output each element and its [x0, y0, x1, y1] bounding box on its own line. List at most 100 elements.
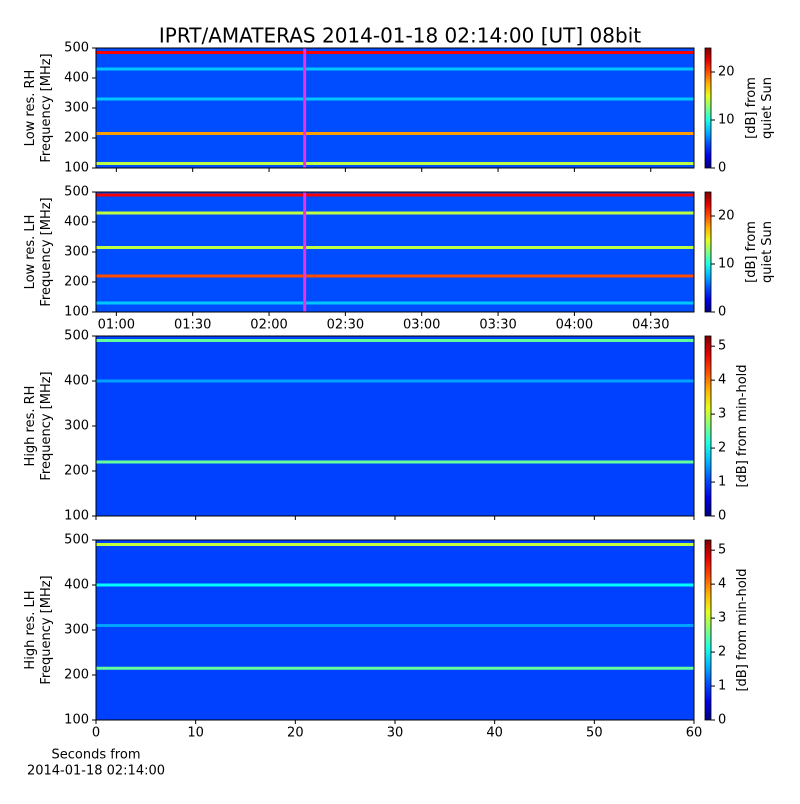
y-tick-label: 500 [64, 185, 89, 200]
heatmap-background [96, 336, 694, 516]
x-tick-label: 10 [187, 726, 204, 741]
heatmap-band [96, 67, 694, 71]
y-tick-label: 100 [64, 713, 89, 728]
colorbar-label: [dB] fromquiet Sun [744, 77, 775, 139]
x-tick-label: 02:30 [327, 318, 364, 333]
colorbar-label: [dB] from min-hold [735, 568, 750, 691]
x-axis-label: 2014-01-18 02:14:00 [27, 764, 165, 779]
colorbar-label-line: quiet Sun [760, 221, 775, 283]
heatmap-band [96, 583, 694, 587]
y-tick-label: 100 [64, 305, 89, 320]
colorbar [704, 191, 712, 313]
y-tick-label: 500 [64, 41, 89, 56]
y-tick-label: 500 [64, 329, 89, 344]
heatmap-band [96, 274, 694, 278]
heatmap-background [96, 48, 694, 168]
y-axis-label-line: High res. RH [23, 386, 38, 467]
heatmap-band [96, 162, 694, 165]
colorbar-tick-label: 4 [718, 373, 726, 388]
colorbar-label-line: quiet Sun [760, 77, 775, 139]
y-tick-label: 300 [64, 623, 89, 638]
x-tick-label: 04:00 [556, 318, 593, 333]
heatmap-band [96, 246, 694, 249]
y-axis-label: Low res. LHFrequency [MHz] [23, 197, 54, 306]
heatmap-band [96, 51, 694, 54]
y-tick-label: 400 [64, 71, 89, 86]
x-axis-label: Seconds from [51, 748, 140, 763]
x-tick-label: 04:30 [632, 318, 669, 333]
colorbar-tick-label: 5 [718, 339, 726, 354]
y-tick-label: 400 [64, 578, 89, 593]
y-axis-label-line: Low res. RH [23, 70, 38, 147]
x-tick-label: 02:00 [250, 318, 287, 333]
colorbar-tick-label: 20 [718, 209, 735, 224]
colorbar-tick-label: 3 [718, 611, 726, 626]
colorbar-tick-label: 0 [718, 161, 726, 176]
x-tick-label: 03:00 [403, 318, 440, 333]
x-tick-label: 01:30 [174, 318, 211, 333]
colorbar-tick-label: 1 [718, 475, 726, 490]
x-tick-label: 30 [387, 726, 404, 741]
y-axis-label: High res. LHFrequency [MHz] [23, 575, 54, 684]
colorbar-label-line: [dB] from [744, 221, 759, 283]
heatmap-band [96, 624, 694, 627]
colorbar [704, 539, 712, 721]
colorbar-tick-label: 0 [718, 713, 726, 728]
heatmap-background [96, 192, 694, 312]
x-tick-label: 50 [586, 726, 603, 741]
colorbar-tick-label: 4 [718, 577, 726, 592]
y-tick-label: 200 [64, 668, 89, 683]
colorbar-tick-label: 1 [718, 679, 726, 694]
y-tick-label: 300 [64, 419, 89, 434]
colorbar [704, 335, 712, 517]
heatmap-band [96, 666, 694, 670]
heatmap-band [96, 460, 694, 464]
y-tick-label: 100 [64, 161, 89, 176]
heatmap-background [96, 540, 694, 720]
colorbar-tick-label: 2 [718, 441, 726, 456]
y-tick-label: 400 [64, 215, 89, 230]
colorbar-tick-label: 0 [718, 509, 726, 524]
y-tick-label: 200 [64, 275, 89, 290]
y-tick-label: 200 [64, 464, 89, 479]
y-tick-label: 300 [64, 101, 89, 116]
y-axis-label-line: Frequency [MHz] [39, 53, 54, 162]
y-tick-label: 200 [64, 131, 89, 146]
x-tick-label: 0 [92, 726, 100, 741]
heatmap-band [96, 301, 694, 305]
x-tick-label: 60 [686, 726, 703, 741]
y-axis-label-line: Low res. LH [23, 215, 38, 290]
colorbar-tick-label: 10 [718, 113, 735, 128]
y-tick-label: 300 [64, 245, 89, 260]
heatmap-band [96, 132, 694, 135]
y-axis-label: Low res. RHFrequency [MHz] [23, 53, 54, 162]
colorbar-label: [dB] from min-hold [735, 364, 750, 487]
y-axis-label-line: High res. LH [23, 590, 38, 669]
y-axis-label: High res. RHFrequency [MHz] [23, 371, 54, 480]
colorbar-tick-label: 10 [718, 257, 735, 272]
heatmap-band [96, 379, 694, 383]
heatmap-band [96, 339, 694, 342]
heatmap-band [96, 97, 694, 101]
colorbar-label-line: [dB] from [744, 77, 759, 139]
y-axis-label-line: Frequency [MHz] [39, 371, 54, 480]
colorbar [704, 47, 712, 169]
colorbar-label: [dB] fromquiet Sun [744, 221, 775, 283]
colorbar-tick-label: 0 [718, 305, 726, 320]
x-tick-label: 01:00 [98, 318, 135, 333]
heatmap-band [96, 211, 694, 215]
x-tick-label: 40 [486, 726, 503, 741]
heatmap-band [96, 543, 694, 546]
figure-title: IPRT/AMATERAS 2014-01-18 02:14:00 [UT] 0… [159, 24, 641, 48]
colorbar-label-line: [dB] from min-hold [735, 364, 750, 487]
colorbar-tick-label: 5 [718, 543, 726, 558]
heatmap-band [96, 193, 694, 197]
y-tick-label: 400 [64, 374, 89, 389]
x-tick-label: 03:30 [479, 318, 516, 333]
x-tick-label: 20 [287, 726, 304, 741]
colorbar-label-line: [dB] from min-hold [735, 568, 750, 691]
y-tick-label: 100 [64, 509, 89, 524]
colorbar-tick-label: 20 [718, 65, 735, 80]
y-axis-label-line: Frequency [MHz] [39, 197, 54, 306]
